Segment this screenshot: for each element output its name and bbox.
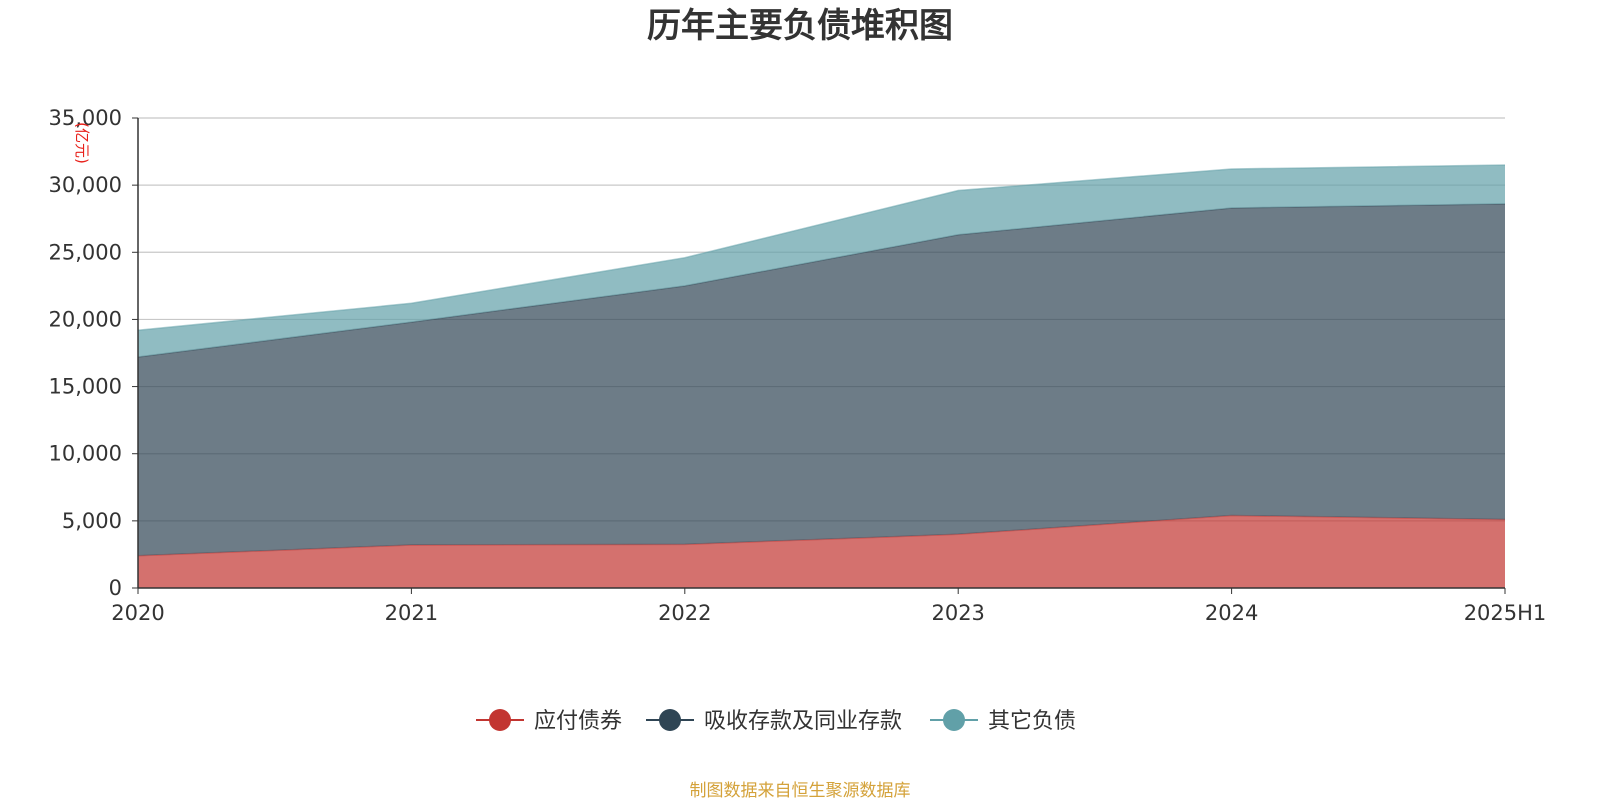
y-tick-label: 35,000 <box>49 106 122 130</box>
area-series-1 <box>138 515 1505 588</box>
y-tick-label: 5,000 <box>62 509 122 533</box>
area-series-2 <box>138 203 1505 556</box>
legend-label: 吸收存款及同业存款 <box>704 709 902 734</box>
y-tick-label: 25,000 <box>49 240 122 264</box>
y-tick-label: 15,000 <box>49 375 122 399</box>
y-tick-label: 0 <box>109 576 122 600</box>
source-note: 制图数据来自恒生聚源数据库 <box>689 781 911 801</box>
x-tick-label: 2021 <box>385 601 438 625</box>
legend-item-3[interactable]: 其它负债 <box>930 709 1076 734</box>
x-tick-label: 2022 <box>658 601 711 625</box>
x-tick-label: 2025H1 <box>1464 601 1547 625</box>
area-series <box>137 164 1506 588</box>
x-tick-label: 2020 <box>111 601 164 625</box>
chart-title: 历年主要负债堆积图 <box>647 6 953 46</box>
area-series-3 <box>138 165 1505 357</box>
y-axis-unit-label: (亿元) <box>73 122 91 164</box>
legend-item-2[interactable]: 吸收存款及同业存款 <box>646 709 902 734</box>
legend-dot-icon <box>489 709 511 731</box>
axes: 0 5,000 10,000 15,000 20,000 25,000 30,000 35,0… <box>49 106 1547 625</box>
legend-label: 其它负债 <box>988 709 1076 734</box>
legend[interactable]: 应付债券 吸收存款及同业存款 其它负债 <box>476 709 1076 734</box>
x-tick-label: 2024 <box>1205 601 1258 625</box>
y-tick-label: 10,000 <box>49 442 122 466</box>
legend-item-1[interactable]: 应付债券 <box>476 709 622 734</box>
series-top-line-3 <box>137 164 1506 331</box>
y-tick-label: 20,000 <box>49 307 122 331</box>
legend-dot-icon <box>943 709 965 731</box>
legend-label: 应付债券 <box>534 709 622 734</box>
x-tick-label: 2023 <box>931 601 984 625</box>
y-tick-label: 30,000 <box>49 173 122 197</box>
legend-dot-icon <box>659 709 681 731</box>
